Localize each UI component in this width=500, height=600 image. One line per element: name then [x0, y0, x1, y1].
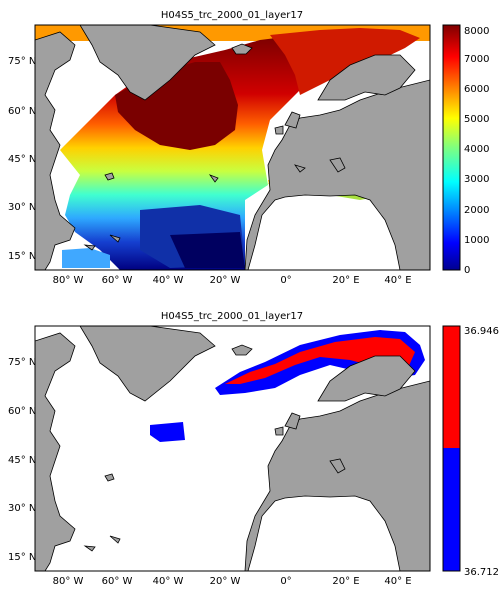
lon-tick: 40° W — [153, 576, 184, 587]
colorbar-2-frame — [442, 325, 461, 572]
colorbar-tick: 0 — [464, 265, 470, 276]
map-panel-1: H04S5_trc_2000_01_layer17 — [8, 10, 489, 286]
colorbar-1: 8000 7000 6000 5000 4000 3000 2000 1000 … — [442, 24, 489, 276]
lon-tick: 80° W — [53, 576, 84, 587]
map-1-frame — [34, 24, 431, 271]
lon-tick: 0° — [280, 576, 291, 587]
colorbar-2-blue — [443, 448, 460, 571]
lat-tick: 75° N — [8, 357, 36, 368]
lat-tick: 30° N — [8, 503, 36, 514]
colorbar-tick: 7000 — [464, 54, 489, 65]
lon-tick: 60° W — [102, 576, 133, 587]
lon-axis-2: 80° W 60° W 40° W 20° W 0° 20° E 40° E — [53, 576, 412, 587]
lat-axis-2: 75° N 60° N 45° N 30° N 15° N — [8, 357, 36, 563]
panel-1-title: H04S5_trc_2000_01_layer17 — [161, 10, 303, 21]
lon-tick: 20° W — [210, 275, 241, 286]
colorbar-tick: 6000 — [464, 84, 489, 95]
lon-tick: 40° W — [153, 275, 184, 286]
lon-axis-1: 80° W 60° W 40° W 20° W 0° 20° E 40° E — [53, 275, 412, 286]
colorbar-tick: 1000 — [464, 235, 489, 246]
lon-tick: 0° — [280, 275, 291, 286]
colorbar-tick: 2000 — [464, 205, 489, 216]
colorbar-tick: 36.712 — [464, 567, 499, 578]
colorbar-1-gradient — [442, 24, 461, 271]
lon-tick: 20° W — [210, 576, 241, 587]
lat-tick: 75° N — [8, 56, 36, 67]
lat-tick: 60° N — [8, 406, 36, 417]
colorbar-tick: 8000 — [464, 26, 489, 37]
land-1 — [35, 25, 430, 270]
lon-tick: 40° E — [384, 576, 411, 587]
land-2 — [35, 326, 430, 571]
lat-tick: 15° N — [8, 552, 36, 563]
lon-tick: 80° W — [53, 275, 84, 286]
map-1-area — [35, 25, 430, 270]
colorbar-tick: 36.946 — [464, 326, 499, 337]
colorbar-tick: 4000 — [464, 144, 489, 155]
lat-tick: 15° N — [8, 251, 36, 262]
colorbar-tick: 5000 — [464, 114, 489, 125]
colorbar-tick: 3000 — [464, 174, 489, 185]
lat-tick: 30° N — [8, 202, 36, 213]
map-2-area — [35, 326, 430, 571]
lat-tick: 45° N — [8, 154, 36, 165]
lon-tick: 20° E — [332, 275, 359, 286]
colorbar-2: 36.946 36.712 — [442, 325, 499, 578]
map-panel-2: H04S5_trc_2000_01_layer17 — [8, 311, 499, 587]
lon-tick: 20° E — [332, 576, 359, 587]
lat-tick: 45° N — [8, 455, 36, 466]
lat-tick: 60° N — [8, 106, 36, 117]
map-2-frame — [34, 325, 431, 572]
lon-tick: 60° W — [102, 275, 133, 286]
colorbar-2-red — [443, 326, 460, 448]
lat-axis-1: 75° N 60° N 45° N 30° N 15° N — [8, 56, 36, 262]
lon-tick: 40° E — [384, 275, 411, 286]
panel-2-title: H04S5_trc_2000_01_layer17 — [161, 311, 303, 322]
